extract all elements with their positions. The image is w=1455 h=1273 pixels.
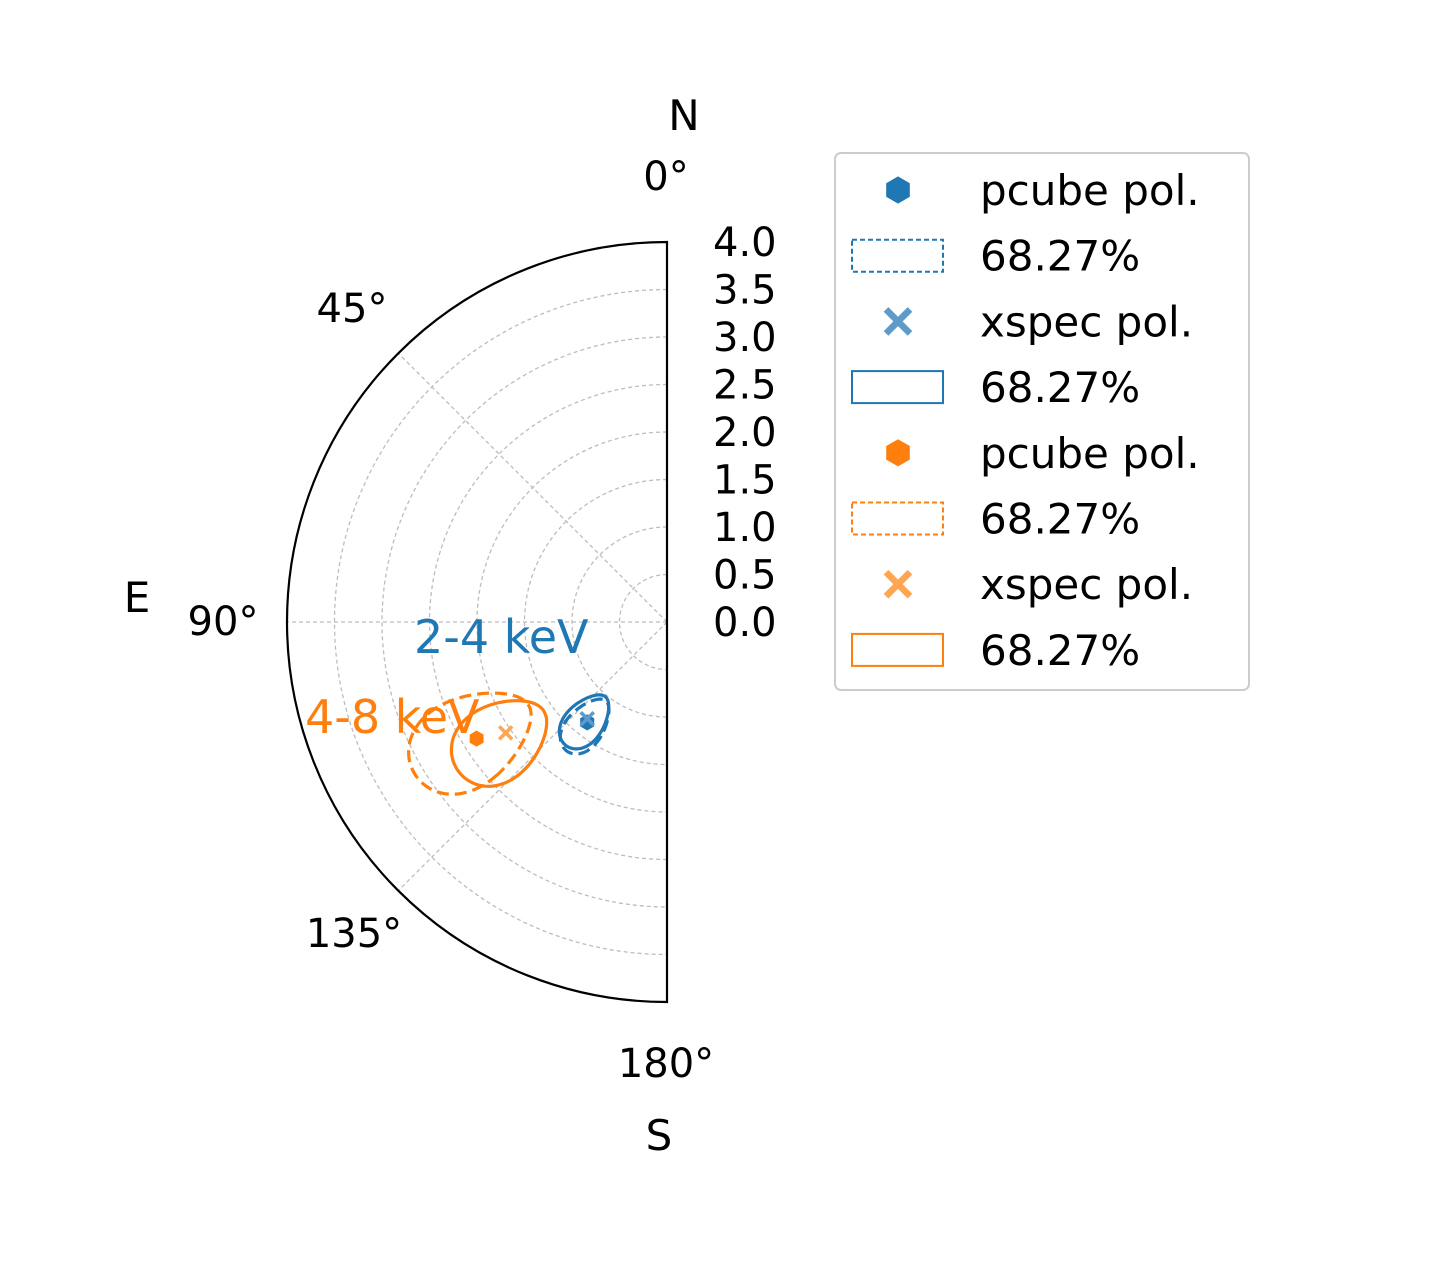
marker-pcube-4-8kev — [469, 730, 484, 747]
label-layer: N E S 2-4 keV 4-8 keV 0.00.51.01.52.02.5… — [124, 91, 777, 1160]
direction-label-south: S — [646, 1111, 673, 1160]
legend-label: 68.27% — [980, 626, 1140, 675]
grid-layer — [287, 288, 668, 956]
marker-xspec-2-4kev — [579, 710, 595, 727]
polar-frame — [285, 240, 669, 1004]
legend-frame — [834, 152, 1250, 691]
legend-label: 68.27% — [980, 495, 1140, 544]
legend-label: pcube pol. — [980, 429, 1200, 478]
grid-circle — [618, 573, 668, 671]
direction-label-east: E — [124, 573, 151, 622]
legend-marker — [883, 569, 913, 599]
contour-layer — [406, 691, 611, 796]
legend: pcube pol. 68.27% xspec pol. 68.27% pcube po… — [834, 152, 1250, 691]
legend-marker — [886, 176, 910, 204]
legend-label: 68.27% — [980, 363, 1140, 412]
legend-label: xspec pol. — [980, 560, 1193, 609]
legend-marker — [886, 439, 910, 467]
annotation-4-8-kev: 4-8 keV — [305, 690, 480, 744]
legend-patch — [851, 501, 944, 536]
r-tick-label: 1.5 — [713, 458, 777, 504]
r-tick-label: 3.0 — [713, 315, 777, 361]
legend-marker — [883, 307, 913, 336]
grid-spoke — [397, 621, 668, 892]
grid-spoke — [397, 352, 668, 623]
r-tick-label: 2.0 — [713, 410, 777, 456]
marker-pcube-2-4kev — [580, 714, 595, 731]
legend-patch — [851, 632, 944, 667]
theta-tick-label: 135° — [306, 911, 402, 957]
theta-tick-label: 45° — [317, 286, 388, 332]
grid-circle — [333, 288, 668, 956]
r-tick-label: 4.0 — [713, 220, 777, 266]
marker-xspec-4-8kev — [497, 725, 514, 741]
direction-label-north: N — [668, 91, 699, 140]
contour-xspec-2-4kev — [557, 693, 611, 751]
contour-xspec-4-8kev — [449, 699, 549, 788]
theta-tick-label: 0° — [643, 154, 688, 200]
r-tick-label: 1.0 — [713, 505, 777, 551]
grid-circle — [476, 431, 668, 813]
theta-tick-label: 180° — [618, 1041, 714, 1087]
r-tick-label: 3.5 — [713, 268, 777, 314]
grid-circle — [523, 478, 668, 766]
r-tick-label: 0.5 — [713, 553, 777, 599]
r-tick-label: 0.0 — [713, 600, 777, 646]
marker-layer — [469, 710, 595, 747]
r-tick-label: 2.5 — [713, 363, 777, 409]
contour-pcube-4-8kev — [406, 691, 533, 796]
theta-tick-label: 90° — [188, 599, 259, 645]
legend-label: xspec pol. — [980, 297, 1193, 346]
grid-circle — [428, 383, 668, 861]
legend-label: pcube pol. — [980, 166, 1200, 215]
annotation-2-4-kev: 2-4 keV — [414, 610, 589, 664]
legend-patch — [851, 238, 944, 273]
legend-patch — [851, 370, 944, 405]
legend-label: 68.27% — [980, 232, 1140, 281]
